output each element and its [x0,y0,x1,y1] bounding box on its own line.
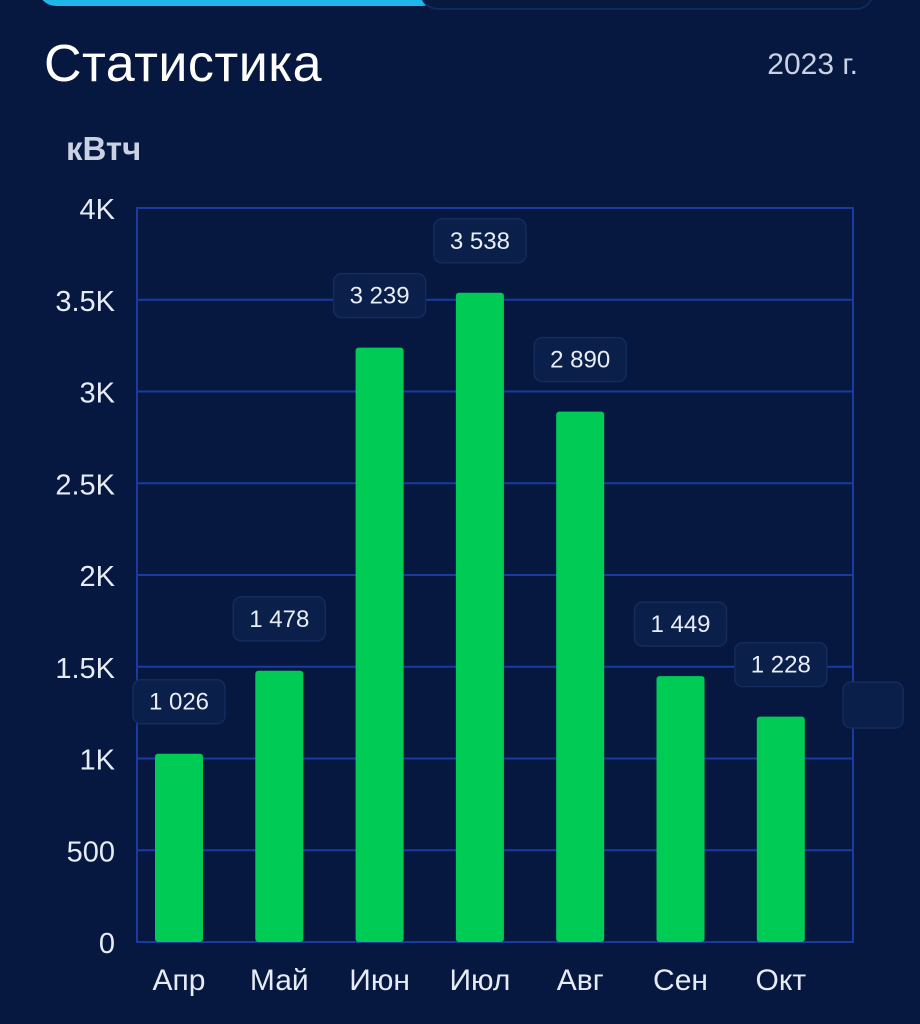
page-title: Статистика [44,35,323,93]
data-label: 1 026 [149,689,209,716]
data-label: 2 890 [550,347,610,374]
bar[interactable] [756,716,805,942]
data-label: 3 538 [450,228,510,255]
data-label-box [232,596,327,642]
data-label-box [132,678,226,725]
y-axis-ticks: 0 500 1K 1.5K 2K 2.5K 3K 3.5K 4K [55,194,115,960]
y-tick-label: 500 [67,836,115,868]
data-label: 1 478 [249,606,309,633]
y-axis-unit: кВтч [66,130,142,167]
bar[interactable] [155,753,203,942]
x-axis-labels: Апр Май Июн Июл Авг Сен Окт [153,964,807,997]
x-tick-label: Сен [653,964,708,997]
data-label-box [633,601,728,647]
bars [155,292,805,943]
x-tick-label: Май [250,964,309,997]
data-label-box [734,641,828,688]
y-tick-label: 4K [80,194,116,226]
x-tick-label: Апр [153,964,206,997]
y-tick-label: 2K [80,561,116,593]
bar[interactable] [255,670,304,942]
y-tick-label: 3K [80,378,116,410]
data-label-box [332,272,427,319]
x-tick-label: Авг [557,964,604,997]
y-tick-label: 2.5K [55,469,115,501]
bar[interactable] [455,292,504,943]
bar[interactable] [355,347,404,942]
x-tick-label: Июн [349,964,410,997]
y-tick-label: 0 [99,928,115,960]
data-label-box [433,218,527,264]
data-label: 1 228 [751,652,811,679]
x-tick-label: Июл [449,964,510,997]
data-label: 3 239 [350,283,410,310]
y-tick-label: 1.5K [55,653,115,685]
year-selector[interactable]: 2023 г. [767,48,858,81]
data-label-box-clipped [842,681,904,729]
x-tick-label: Окт [756,964,807,997]
bar[interactable] [556,411,605,942]
bar[interactable] [656,676,705,942]
data-label: 1 449 [650,611,710,638]
y-tick-label: 1K [80,745,116,777]
data-labels: 1 026 1 478 3 239 3 538 2 890 1 449 1 228 [132,218,904,729]
tab-active[interactable] [38,0,440,6]
data-label-box [533,336,627,383]
y-tick-label: 3.5K [55,286,115,318]
